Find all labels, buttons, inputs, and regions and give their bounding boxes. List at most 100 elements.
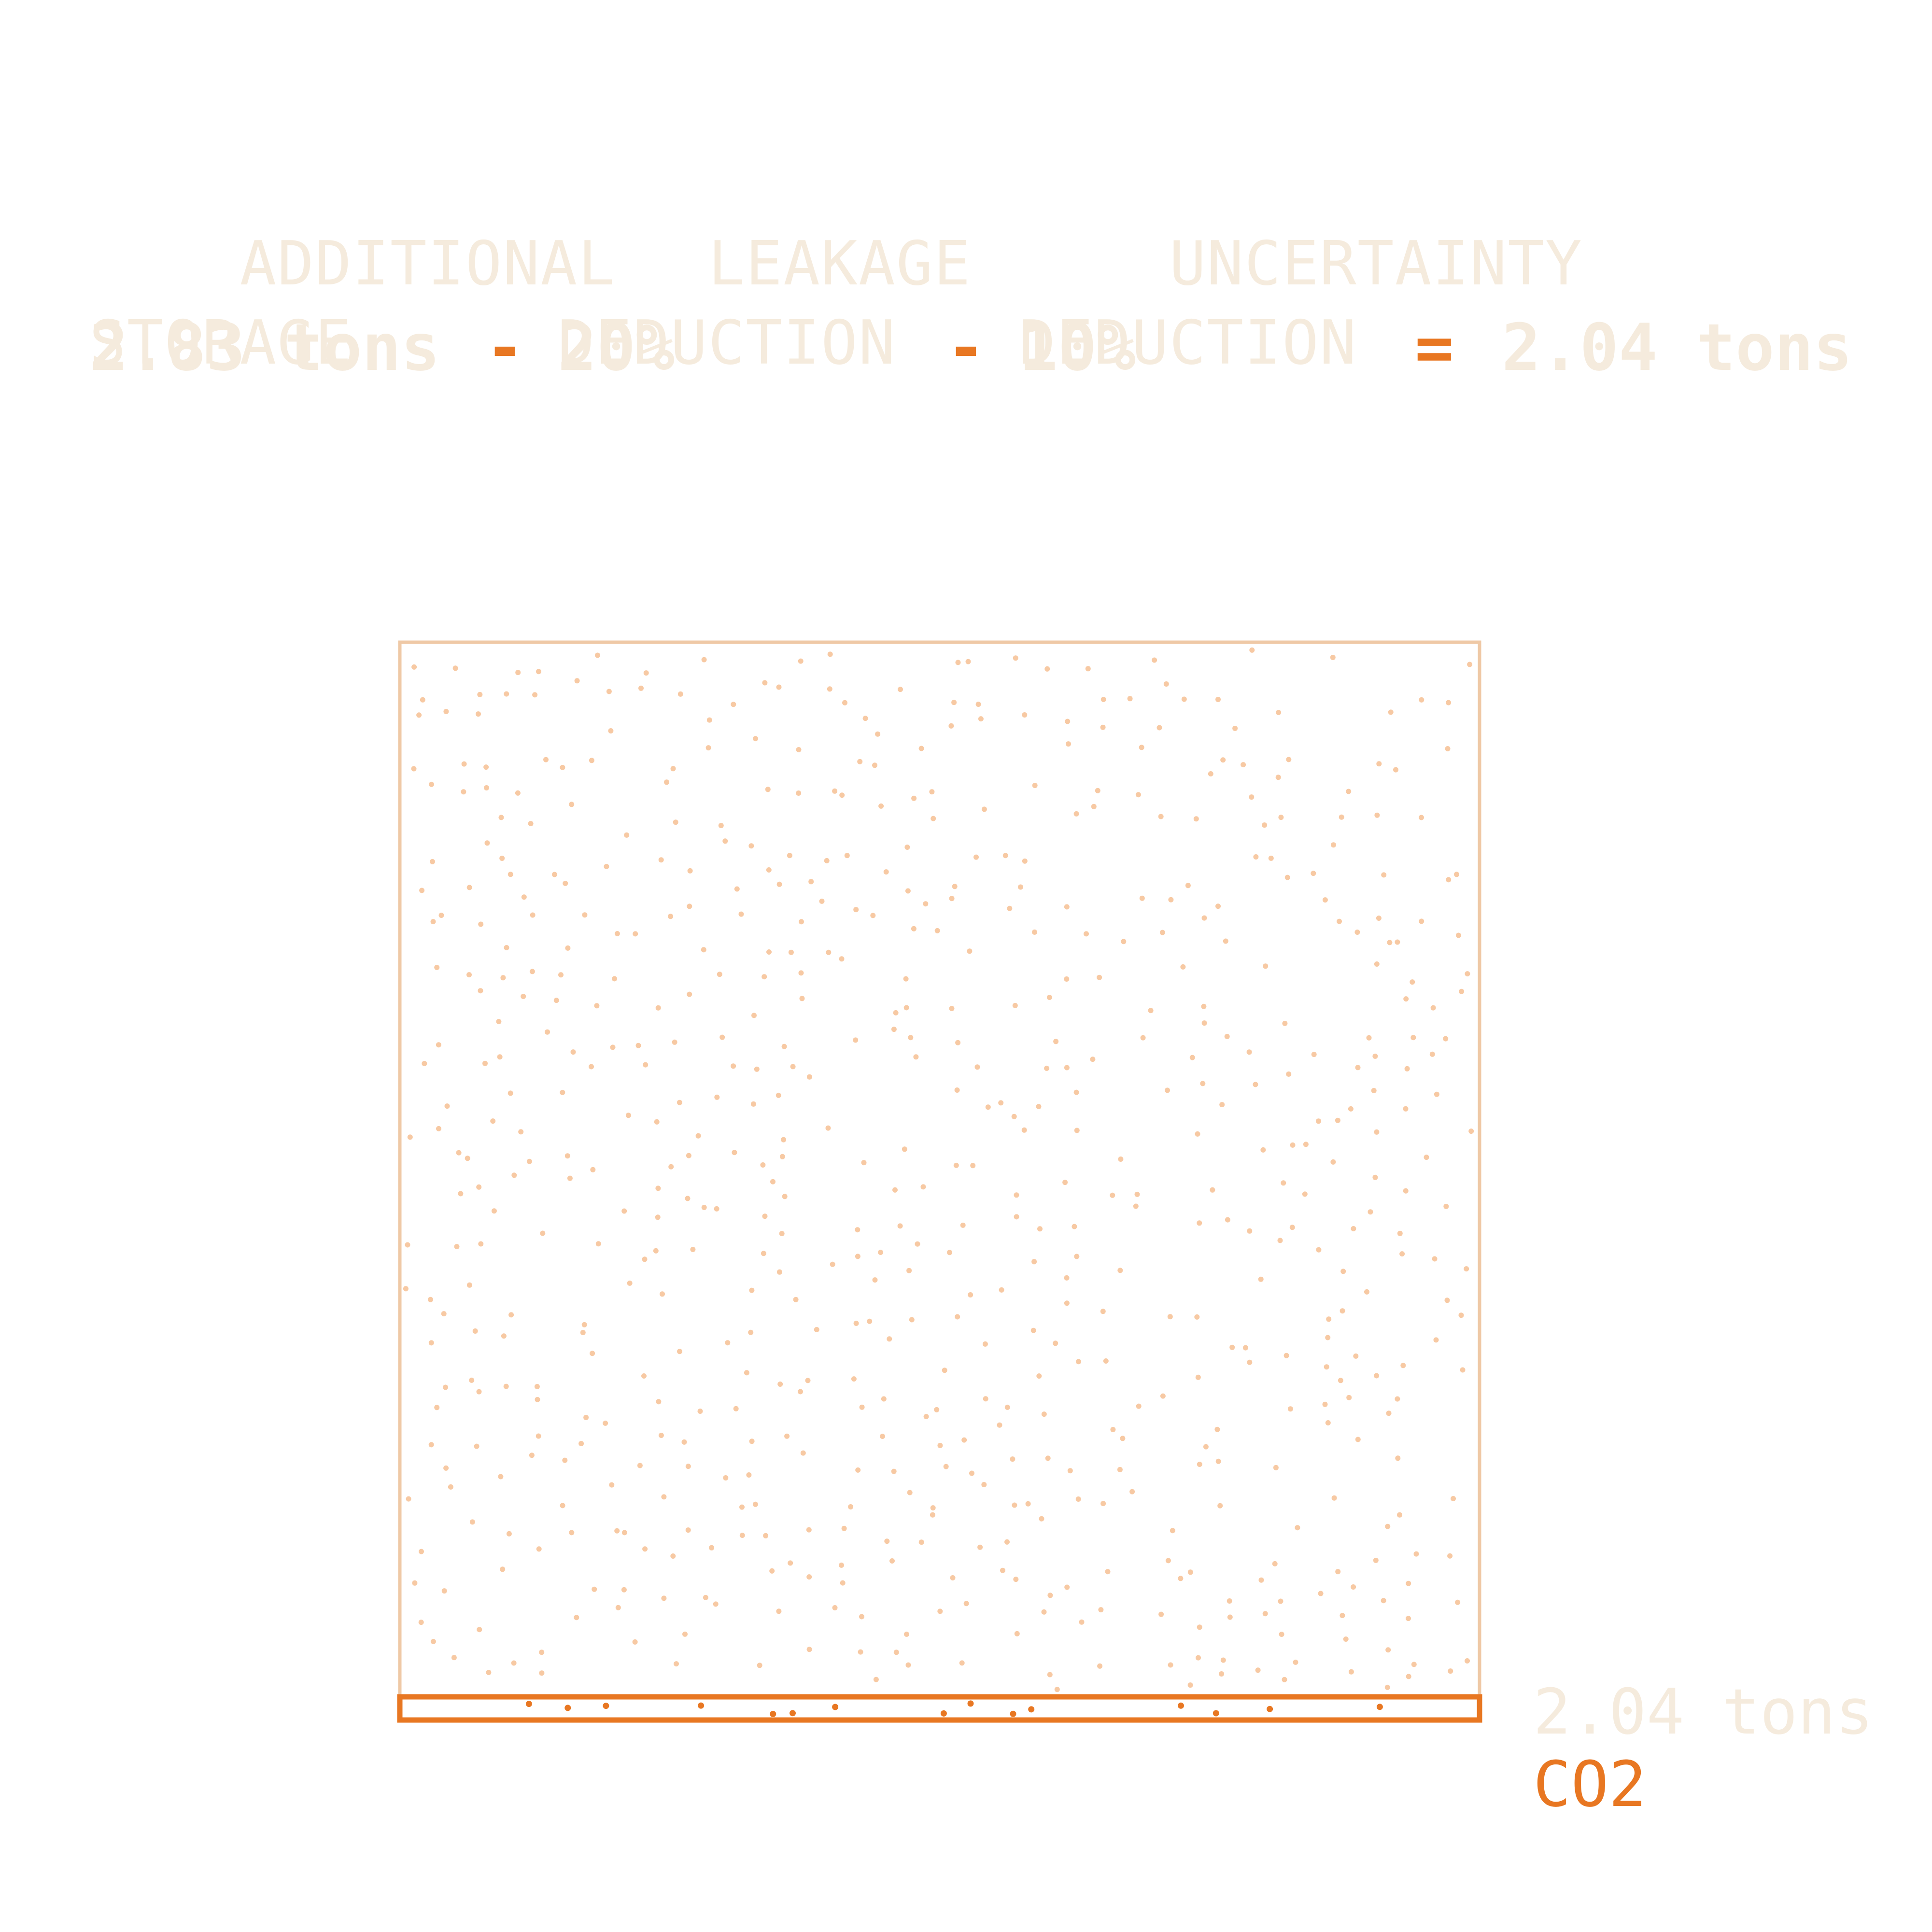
co2-dot	[776, 1269, 782, 1275]
co2-dot	[1036, 1373, 1042, 1379]
co2-dot	[486, 1670, 492, 1675]
co2-dot	[411, 766, 417, 772]
net-co2-dot	[1010, 1710, 1016, 1717]
co2-dot	[1165, 1558, 1171, 1564]
co2-dot	[911, 795, 917, 801]
co2-dot	[769, 1568, 775, 1574]
co2-dot	[1180, 964, 1186, 970]
co2-dot	[1325, 1420, 1331, 1425]
co2-dot	[1322, 897, 1328, 903]
co2-dot	[1395, 1396, 1400, 1402]
co2-dot	[670, 1553, 676, 1559]
co2-dot	[893, 1650, 899, 1655]
co2-dot	[1178, 1576, 1184, 1581]
co2-dot	[1411, 1662, 1417, 1667]
co2-dot	[428, 1442, 434, 1448]
co2-dot	[1064, 1584, 1070, 1590]
co2-dot	[975, 702, 981, 707]
co2-dot	[951, 700, 957, 705]
co2-dot	[1227, 1614, 1233, 1620]
co2-dot	[1381, 1598, 1386, 1604]
co2-dot	[1355, 1437, 1361, 1442]
co2-dot	[1322, 1401, 1328, 1407]
co2-dot	[806, 1527, 812, 1533]
co2-dot	[1000, 1567, 1005, 1573]
co2-dot	[1340, 1269, 1346, 1274]
co2-dot	[893, 1010, 899, 1015]
co2-dot	[574, 678, 580, 684]
co2-dot	[478, 988, 483, 994]
co2-dot	[1353, 1353, 1359, 1359]
co2-dot	[1039, 1516, 1044, 1522]
equals-operator: =	[1415, 310, 1454, 385]
co2-dot	[660, 1291, 665, 1297]
co2-dot	[406, 1496, 411, 1502]
co2-dot	[931, 816, 936, 821]
co2-dot	[784, 1433, 790, 1439]
co2-dot	[580, 1330, 586, 1336]
co2-dot	[532, 692, 538, 698]
co2-dot	[781, 1137, 787, 1142]
co2-dot	[891, 1468, 897, 1474]
co2-dot	[744, 1370, 749, 1376]
co2-dot	[953, 1162, 959, 1168]
co2-dot	[761, 1251, 766, 1256]
co2-dot	[1195, 1131, 1200, 1137]
co2-dot	[762, 680, 768, 686]
co2-dot	[878, 803, 884, 809]
co2-dot	[1127, 696, 1133, 702]
co2-dot	[420, 697, 425, 703]
co2-dot	[855, 1254, 860, 1259]
co2-dot	[805, 1378, 811, 1383]
co2-dot	[1065, 719, 1071, 724]
uncertainty-deduction-value: 10%	[1019, 310, 1136, 385]
co2-dot	[1455, 932, 1461, 938]
co2-dot	[466, 885, 472, 890]
co2-dot	[466, 1282, 472, 1288]
co2-dot	[1376, 916, 1382, 921]
co2-dot	[1458, 1312, 1464, 1318]
co2-dot	[763, 1533, 769, 1538]
net-co2-dot	[1028, 1706, 1035, 1713]
co2-dot	[1189, 1055, 1195, 1060]
co2-dot	[1444, 1297, 1450, 1303]
co2-dot	[430, 1639, 436, 1644]
co2-dot	[1372, 1174, 1378, 1180]
co2-dot	[934, 1407, 940, 1412]
co2-dot	[1064, 904, 1070, 910]
co2-dot	[428, 1297, 433, 1302]
co2-dot	[949, 1006, 955, 1011]
co2-dot	[574, 1615, 579, 1621]
co2-dot	[909, 1317, 915, 1323]
co2-dot	[674, 1661, 679, 1667]
co2-dot	[754, 1066, 760, 1072]
co2-dot	[1283, 1353, 1289, 1358]
co2-dot	[1229, 1344, 1235, 1350]
co2-dot	[955, 1314, 960, 1320]
co2-dot	[832, 788, 838, 794]
co2-dot	[419, 1549, 424, 1554]
co2-dot	[963, 1601, 969, 1607]
co2-dot	[653, 1248, 659, 1254]
co2-dot	[444, 1103, 450, 1109]
co2-dot	[551, 872, 557, 877]
co2-dot	[504, 691, 509, 697]
co2-dot	[1373, 1557, 1379, 1563]
co2-dot	[506, 1531, 512, 1537]
co2-dot	[725, 1340, 731, 1346]
co2-dot	[1100, 1501, 1106, 1507]
co2-dot	[443, 1465, 449, 1471]
co2-dot	[1348, 1106, 1354, 1112]
co2-dot	[511, 1172, 517, 1178]
co2-dot	[827, 686, 832, 692]
co2-dot	[508, 1312, 514, 1318]
co2-dot	[887, 1336, 892, 1342]
co2-dot	[1041, 1609, 1047, 1615]
co2-dot	[762, 1213, 768, 1219]
co2-dot	[1031, 1259, 1037, 1265]
co2-dot	[443, 1384, 448, 1390]
co2-dot	[624, 832, 630, 838]
co2-dot	[1095, 788, 1100, 793]
co2-dot	[714, 1206, 719, 1212]
